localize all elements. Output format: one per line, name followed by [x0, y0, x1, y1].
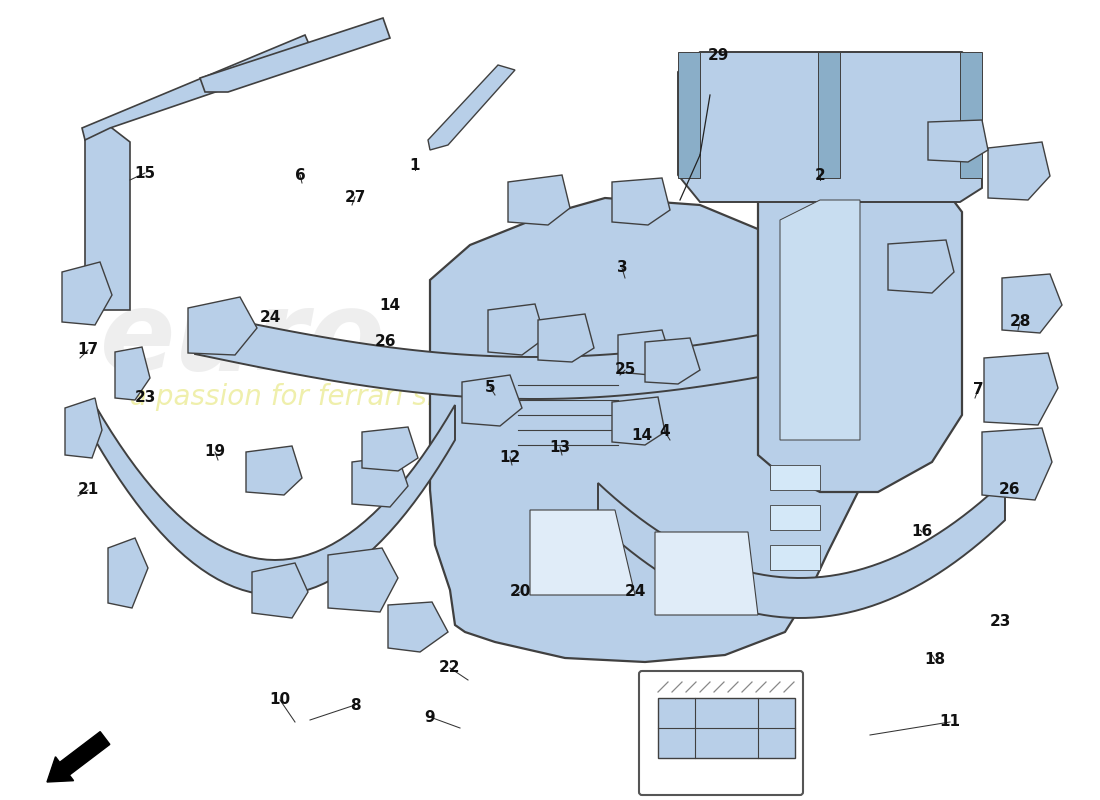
- Polygon shape: [252, 563, 308, 618]
- Polygon shape: [758, 152, 962, 492]
- Polygon shape: [654, 532, 758, 615]
- Text: 1: 1: [409, 158, 420, 173]
- Text: 29: 29: [707, 47, 728, 62]
- Text: 6: 6: [295, 167, 306, 182]
- Text: 13: 13: [549, 439, 571, 454]
- Text: 21: 21: [77, 482, 99, 498]
- Polygon shape: [352, 456, 408, 507]
- Polygon shape: [488, 304, 544, 355]
- Polygon shape: [195, 312, 874, 399]
- Polygon shape: [1002, 274, 1062, 333]
- Polygon shape: [65, 398, 102, 458]
- Text: 18: 18: [924, 653, 946, 667]
- Text: 26: 26: [999, 482, 1021, 498]
- Text: 24: 24: [625, 585, 646, 599]
- Polygon shape: [984, 353, 1058, 425]
- Polygon shape: [538, 314, 594, 362]
- Text: 11: 11: [939, 714, 960, 730]
- Polygon shape: [612, 397, 666, 445]
- Polygon shape: [95, 405, 455, 595]
- Polygon shape: [362, 427, 418, 471]
- Polygon shape: [388, 602, 448, 652]
- Polygon shape: [598, 480, 1005, 618]
- Polygon shape: [618, 330, 672, 375]
- Polygon shape: [818, 52, 840, 178]
- Text: 22: 22: [439, 661, 461, 675]
- Polygon shape: [678, 52, 982, 202]
- Polygon shape: [328, 548, 398, 612]
- Text: 17: 17: [77, 342, 99, 358]
- FancyArrow shape: [47, 732, 110, 782]
- Text: 23: 23: [989, 614, 1011, 630]
- Polygon shape: [982, 428, 1052, 500]
- Polygon shape: [770, 545, 820, 570]
- Text: 16: 16: [912, 525, 933, 539]
- Text: 2: 2: [815, 167, 825, 182]
- FancyBboxPatch shape: [639, 671, 803, 795]
- Text: 4: 4: [660, 425, 670, 439]
- Text: euro: euro: [100, 286, 386, 393]
- Text: 20: 20: [509, 585, 530, 599]
- Polygon shape: [188, 297, 257, 355]
- Text: 27: 27: [344, 190, 365, 205]
- Text: 25: 25: [614, 362, 636, 378]
- Polygon shape: [108, 538, 148, 608]
- Text: 15: 15: [134, 166, 155, 181]
- Text: 14: 14: [379, 298, 400, 313]
- Text: 28: 28: [1010, 314, 1031, 330]
- Polygon shape: [658, 698, 795, 758]
- Text: 3: 3: [617, 261, 627, 275]
- Polygon shape: [770, 465, 820, 490]
- Text: 14: 14: [631, 427, 652, 442]
- Text: a passion for ferrari since 1985: a passion for ferrari since 1985: [130, 383, 564, 411]
- Polygon shape: [246, 446, 302, 495]
- Polygon shape: [645, 338, 700, 384]
- Polygon shape: [770, 505, 820, 530]
- Polygon shape: [85, 125, 130, 310]
- Text: 19: 19: [205, 445, 225, 459]
- Polygon shape: [428, 65, 515, 150]
- Text: 8: 8: [350, 698, 361, 713]
- Text: 24: 24: [260, 310, 280, 325]
- Polygon shape: [508, 175, 570, 225]
- Text: 26: 26: [374, 334, 396, 350]
- Text: 9: 9: [425, 710, 436, 725]
- Polygon shape: [678, 52, 700, 178]
- Polygon shape: [116, 347, 150, 400]
- Polygon shape: [780, 200, 860, 440]
- Polygon shape: [62, 262, 112, 325]
- Polygon shape: [530, 510, 635, 595]
- Polygon shape: [960, 52, 982, 178]
- Text: 7: 7: [972, 382, 983, 398]
- Polygon shape: [988, 142, 1050, 200]
- Text: 23: 23: [134, 390, 156, 405]
- Polygon shape: [200, 18, 390, 92]
- Text: 10: 10: [270, 693, 290, 707]
- Polygon shape: [612, 178, 670, 225]
- Polygon shape: [82, 35, 315, 140]
- Text: 5: 5: [485, 379, 495, 394]
- Polygon shape: [928, 120, 988, 162]
- Polygon shape: [462, 375, 522, 426]
- Polygon shape: [430, 198, 880, 662]
- Polygon shape: [888, 240, 954, 293]
- Text: 12: 12: [499, 450, 520, 465]
